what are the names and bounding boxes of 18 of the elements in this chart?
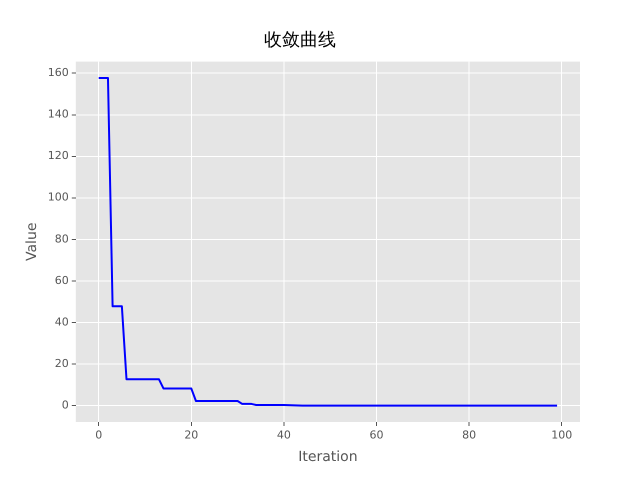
y-tick-label: 60 <box>54 274 69 287</box>
chart-title: 收敛曲线 <box>264 29 336 50</box>
y-tick-label: 100 <box>48 190 69 204</box>
y-tick-label: 80 <box>54 232 69 246</box>
x-tick-label: 60 <box>370 428 384 442</box>
x-tick-label: 40 <box>276 428 291 442</box>
x-tick-label: 0 <box>95 428 102 442</box>
y-tick-label: 0 <box>62 398 69 412</box>
x-tick-label: 100 <box>551 428 572 442</box>
y-tick-label: 140 <box>48 108 69 121</box>
x-tick-label: 80 <box>462 428 476 442</box>
y-axis-title: Value <box>24 222 40 262</box>
x-axis-title: Iteration <box>298 449 358 466</box>
y-tick-label: 120 <box>48 149 69 162</box>
y-tick-label: 40 <box>54 315 69 328</box>
y-tick-label: 20 <box>54 356 69 370</box>
x-tick-label: 20 <box>184 428 198 442</box>
y-tick-label: 160 <box>48 66 69 80</box>
